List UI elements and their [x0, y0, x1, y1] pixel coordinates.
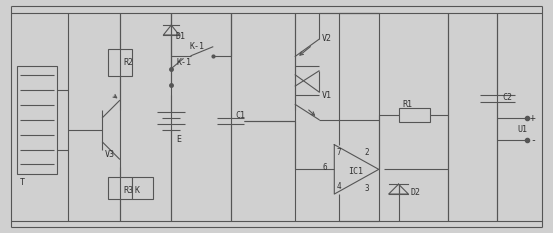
Text: +: + [530, 113, 536, 123]
Text: K-1: K-1 [176, 58, 191, 67]
Text: R3: R3 [124, 186, 134, 195]
Text: T: T [20, 178, 25, 187]
Text: R2: R2 [124, 58, 134, 67]
Text: 4: 4 [336, 182, 341, 191]
Bar [108, 49, 132, 76]
Text: V3: V3 [105, 150, 115, 159]
Text: R1: R1 [403, 100, 413, 109]
Text: E: E [176, 135, 181, 144]
Text: V1: V1 [321, 91, 331, 100]
Text: 3: 3 [365, 184, 369, 193]
Text: -: - [530, 135, 536, 145]
Text: K-1: K-1 [189, 42, 204, 51]
Text: 6: 6 [322, 163, 327, 172]
Text: 7: 7 [336, 148, 341, 157]
Text: D2: D2 [410, 188, 420, 197]
Bar [108, 177, 132, 199]
Bar [399, 108, 430, 122]
Text: D1: D1 [175, 32, 185, 41]
Text: K: K [135, 186, 140, 195]
Text: 2: 2 [365, 148, 369, 157]
Bar [17, 66, 56, 174]
Text: C1: C1 [236, 110, 246, 120]
Text: IC1: IC1 [348, 167, 363, 176]
Text: C2: C2 [502, 93, 512, 102]
Bar [132, 177, 154, 199]
Text: V2: V2 [321, 34, 331, 43]
Text: U1: U1 [517, 125, 527, 134]
